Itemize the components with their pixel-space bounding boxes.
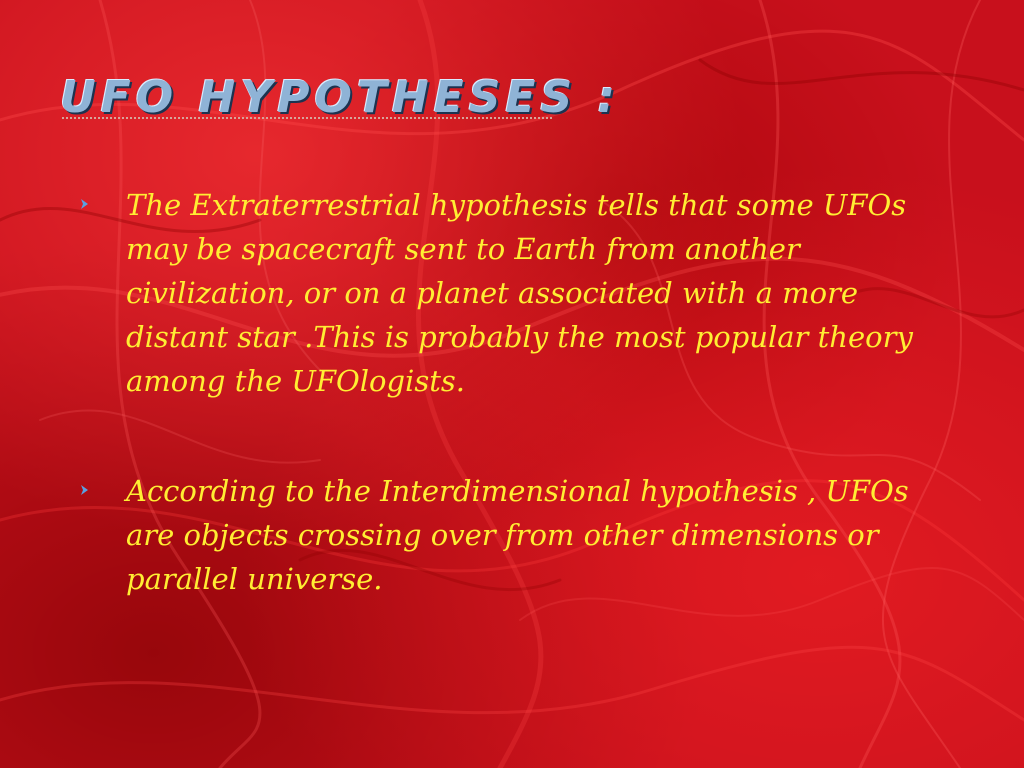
bullet-item: According to the Interdimensional hypoth…: [78, 469, 978, 601]
bullet-list: The Extraterrestrial hypothesis tells th…: [78, 183, 978, 667]
title-underline-divider: [62, 117, 552, 119]
bullet-text: According to the Interdimensional hypoth…: [126, 474, 909, 596]
bullet-text: The Extraterrestrial hypothesis tells th…: [126, 188, 913, 398]
slide-title: UFO HYPOTHESES :: [60, 72, 621, 123]
bullet-item: The Extraterrestrial hypothesis tells th…: [78, 183, 978, 403]
chevron-right-icon: [81, 485, 88, 495]
chevron-right-icon: [81, 199, 88, 209]
